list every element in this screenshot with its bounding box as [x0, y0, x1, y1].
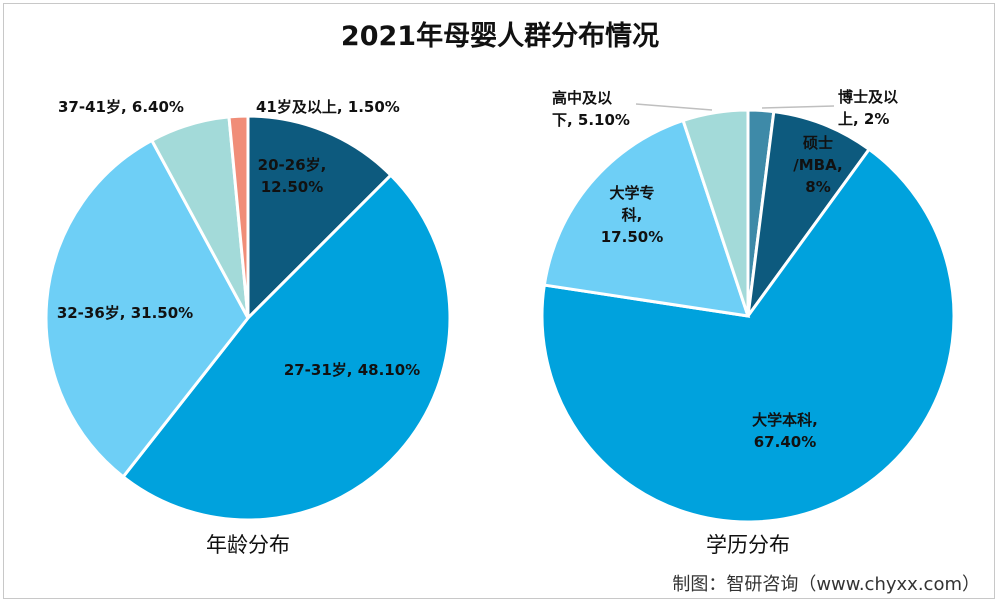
- chart-title: 2021年母婴人群分布情况: [340, 21, 660, 52]
- pie-slice: [542, 118, 751, 318]
- slice-label: 20-26岁, 12.50%: [258, 156, 327, 196]
- slice-label-line: 高中及以: [552, 89, 612, 107]
- slice-label-line: 8%: [805, 178, 830, 196]
- pie-slice: [44, 138, 250, 479]
- slice-label-line: 大学本科,: [752, 411, 818, 429]
- slice-label: 大学本科, 67.40%: [752, 411, 818, 451]
- leader-line: [635, 103, 713, 111]
- pie-age-subtitle: 年龄分布: [206, 533, 290, 557]
- leader-line: [761, 105, 835, 109]
- slice-label-line: 32-36岁, 31.50%: [57, 304, 193, 322]
- slice-label-line: 67.40%: [754, 433, 816, 451]
- pie-education: 博士及以上, 2% 硕士/MBA, 8% 大学本科, 67.40% 大学专科, 17.50%…: [540, 88, 956, 524]
- slice-label-line: 科,: [622, 206, 643, 224]
- pie-age: 20-26岁, 12.50% 27-31岁, 48.10% 32-36岁, 31.50…: [44, 98, 452, 522]
- slice-label-line: 41岁及以上, 1.50%: [256, 98, 400, 116]
- slice-label: 37-41岁, 6.40%: [58, 98, 184, 116]
- slice-label-line: 上, 2%: [838, 110, 889, 128]
- source-note: 制图：智研咨询（www.chyxx.com）: [672, 574, 980, 595]
- chart-frame: [3, 3, 995, 599]
- slice-label-line: 17.50%: [601, 228, 663, 246]
- slice-label-line: /MBA,: [793, 156, 842, 174]
- pie-slice: [121, 173, 452, 522]
- slice-label-line: 博士及以: [838, 88, 898, 106]
- pie-slice: [746, 109, 872, 317]
- slice-label: 博士及以上, 2%: [838, 88, 898, 128]
- pie-slice: [227, 114, 250, 319]
- slice-label: 大学专科, 17.50%: [601, 184, 663, 246]
- slice-label-line: 硕士: [803, 134, 833, 152]
- pie-slice: [246, 114, 393, 322]
- slice-label-line: 大学专: [609, 184, 654, 202]
- slice-label-line: 下, 5.10%: [552, 111, 630, 129]
- slice-label-line: 20-26岁,: [258, 156, 327, 174]
- slice-label-line: 12.50%: [261, 178, 323, 196]
- slice-label: 27-31岁, 48.10%: [284, 361, 420, 379]
- slice-label: 高中及以下, 5.10%: [552, 89, 630, 129]
- pie-slice: [540, 147, 956, 524]
- slice-label: 41岁及以上, 1.50%: [256, 98, 400, 116]
- pie-slice: [681, 108, 750, 317]
- slice-label: 硕士/MBA, 8%: [793, 134, 842, 196]
- slice-label-line: 27-31岁, 48.10%: [284, 361, 420, 379]
- pie-education-subtitle: 学历分布: [706, 533, 790, 557]
- slice-label-line: 37-41岁, 6.40%: [58, 98, 184, 116]
- slice-label: 32-36岁, 31.50%: [57, 304, 193, 322]
